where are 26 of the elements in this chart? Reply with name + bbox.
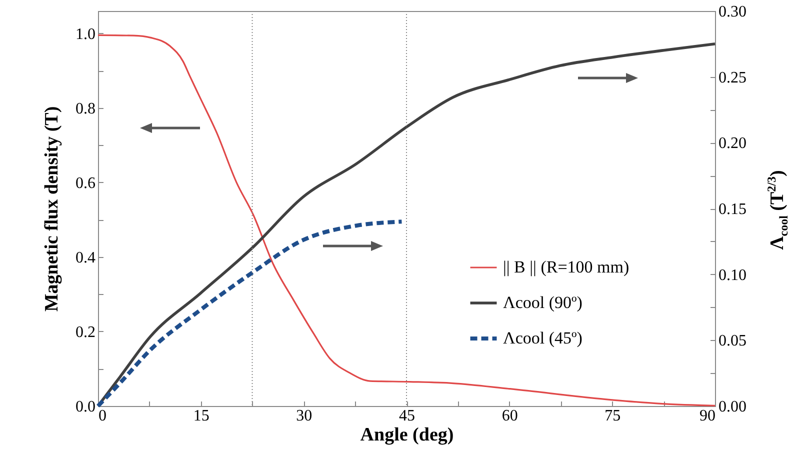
y2-tick-label: 0.20 bbox=[718, 135, 746, 152]
y2-tick-label: 0.10 bbox=[718, 266, 746, 284]
x-axis-title: Angle (deg) bbox=[360, 424, 454, 446]
x-tick-label: 60 bbox=[502, 408, 518, 424]
legend-label: || B || (R=100 mm) bbox=[503, 258, 630, 276]
y2-tick-label: 0.05 bbox=[718, 332, 746, 350]
x-tick-label: 0 bbox=[98, 408, 106, 424]
x-tick-label: 75 bbox=[604, 408, 621, 424]
y-tick-label: 0.8 bbox=[76, 100, 96, 118]
y2-tick-label: 0.30 bbox=[718, 4, 746, 20]
y-tick-label: 0.0 bbox=[76, 398, 96, 416]
x-tick-label: 90 bbox=[700, 408, 716, 424]
y-tick-label: 1.0 bbox=[76, 26, 96, 43]
y-tick-label: 0.4 bbox=[76, 249, 96, 266]
y-tick-label: 0.2 bbox=[76, 324, 96, 341]
y-tick-label: 0.6 bbox=[76, 174, 96, 192]
legend-label: Λcool (45º) bbox=[503, 328, 582, 348]
y2-tick-label: 0.15 bbox=[718, 201, 746, 218]
y2-tick-label: 0.00 bbox=[718, 398, 746, 416]
line-series bbox=[96, 220, 404, 408]
legend-label: Λcool (90º) bbox=[503, 293, 582, 312]
x-tick-label: 30 bbox=[296, 408, 312, 424]
x-tick-label: 15 bbox=[193, 408, 210, 424]
y2-tick-label: 0.25 bbox=[718, 69, 746, 86]
x-tick-label: 45 bbox=[399, 408, 415, 424]
y-axis-title: Magnetic flux density (T) bbox=[42, 106, 62, 312]
